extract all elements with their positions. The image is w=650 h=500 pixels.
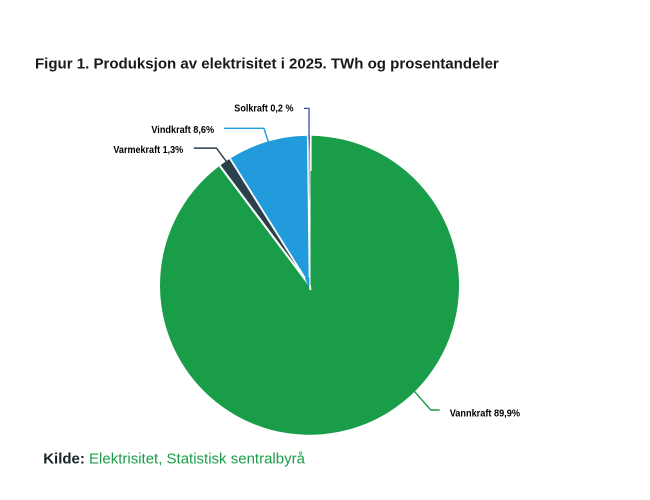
svg-text:Vannkraft 89,9%: Vannkraft 89,9% [450,409,520,420]
svg-text:Varmekraft 1,3%: Varmekraft 1,3% [113,145,183,156]
svg-text:Solkraft 0,2 %: Solkraft 0,2 % [234,104,293,115]
svg-text:Figur 1. Produksjon av elektri: Figur 1. Produksjon av elektrisitet i 20… [35,56,499,73]
svg-text:Vindkraft 8,6%: Vindkraft 8,6% [151,125,214,136]
svg-text:Kilde: Elektrisitet, Statistis: Kilde: Elektrisitet, Statistisk sentralb… [43,450,305,467]
